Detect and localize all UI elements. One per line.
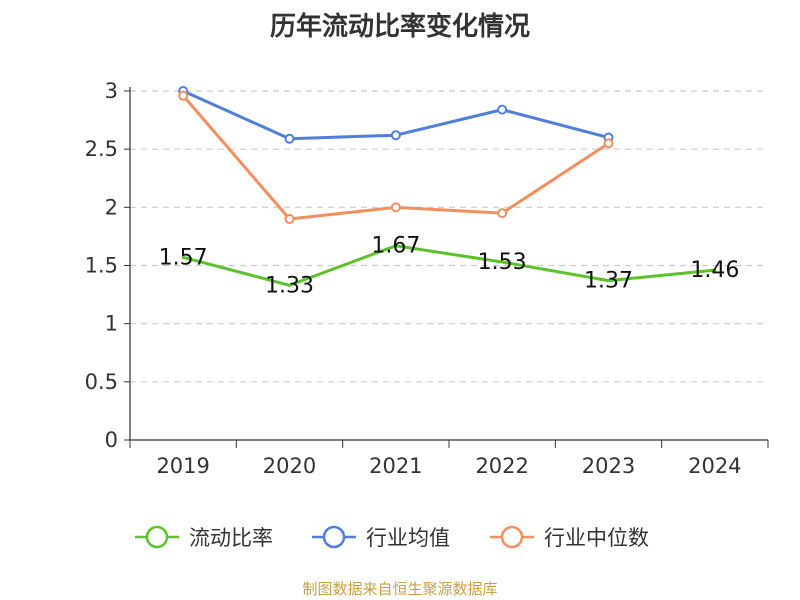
- legend-item-1[interactable]: 行业均值: [312, 525, 450, 550]
- data-point: [284, 133, 295, 144]
- data-point: [603, 138, 614, 149]
- x-tick-label: 2019: [156, 454, 209, 478]
- axes: 0 0.5 1 1.5 2 2.5 3 2019 2020 2021 2022 2023 2024: [85, 79, 769, 478]
- data-point: [284, 213, 295, 224]
- source-note: 制图数据来自恒生聚源数据库: [302, 580, 498, 598]
- data-point: [497, 104, 508, 115]
- data-point: [500, 260, 504, 264]
- legend[interactable]: 流动比率 行业均值 行业中位数: [135, 525, 649, 550]
- y-tick-label: 3: [105, 79, 118, 103]
- y-tick-label: 1.5: [85, 254, 118, 278]
- gridlines: [130, 90, 768, 383]
- data-point: [288, 283, 291, 287]
- data-label: 1.33: [265, 273, 314, 298]
- series-2: [178, 90, 614, 224]
- x-tick-label: 2020: [263, 454, 316, 478]
- series-line: [182, 244, 715, 287]
- data-point: [390, 130, 401, 141]
- y-tick-label: 0.5: [85, 370, 118, 394]
- x-tick-label: 2024: [688, 454, 741, 478]
- y-tick-label: 2.5: [85, 137, 118, 161]
- series-line: [182, 94, 610, 221]
- data-labels: 1.57 1.33 1.67 1.53 1.37 1.46: [159, 234, 740, 299]
- data-point: [390, 202, 401, 213]
- data-point: [713, 268, 717, 272]
- legend-item-0[interactable]: 流动比率: [135, 525, 273, 550]
- series-1: [178, 86, 614, 144]
- data-label: 1.57: [159, 245, 208, 270]
- y-tick-label: 1: [105, 312, 118, 336]
- data-point: [394, 244, 398, 248]
- legend-label: 行业中位数: [544, 526, 649, 550]
- chart-title: 历年流动比率变化情况: [269, 12, 530, 42]
- legend-item-2[interactable]: 行业中位数: [490, 525, 649, 550]
- y-tick-label: 2: [105, 195, 118, 219]
- series-lines: [178, 86, 717, 287]
- data-point: [181, 255, 185, 259]
- legend-swatch-marker: [145, 525, 169, 549]
- legend-swatch-marker: [500, 525, 524, 549]
- data-point: [178, 90, 189, 101]
- data-label: 1.67: [371, 234, 420, 259]
- y-tick-label: 0: [105, 428, 118, 452]
- data-point: [607, 279, 610, 283]
- data-label: 1.53: [478, 250, 527, 275]
- x-tick-label: 2022: [475, 454, 528, 478]
- x-tick-label: 2021: [369, 454, 422, 478]
- data-point: [497, 208, 508, 219]
- data-label: 1.46: [690, 258, 739, 283]
- data-label: 1.37: [584, 269, 633, 294]
- series-0: [181, 244, 717, 287]
- legend-label: 行业均值: [366, 526, 450, 550]
- legend-label: 流动比率: [189, 526, 273, 550]
- legend-swatch-marker: [322, 525, 346, 549]
- x-tick-label: 2023: [582, 454, 635, 478]
